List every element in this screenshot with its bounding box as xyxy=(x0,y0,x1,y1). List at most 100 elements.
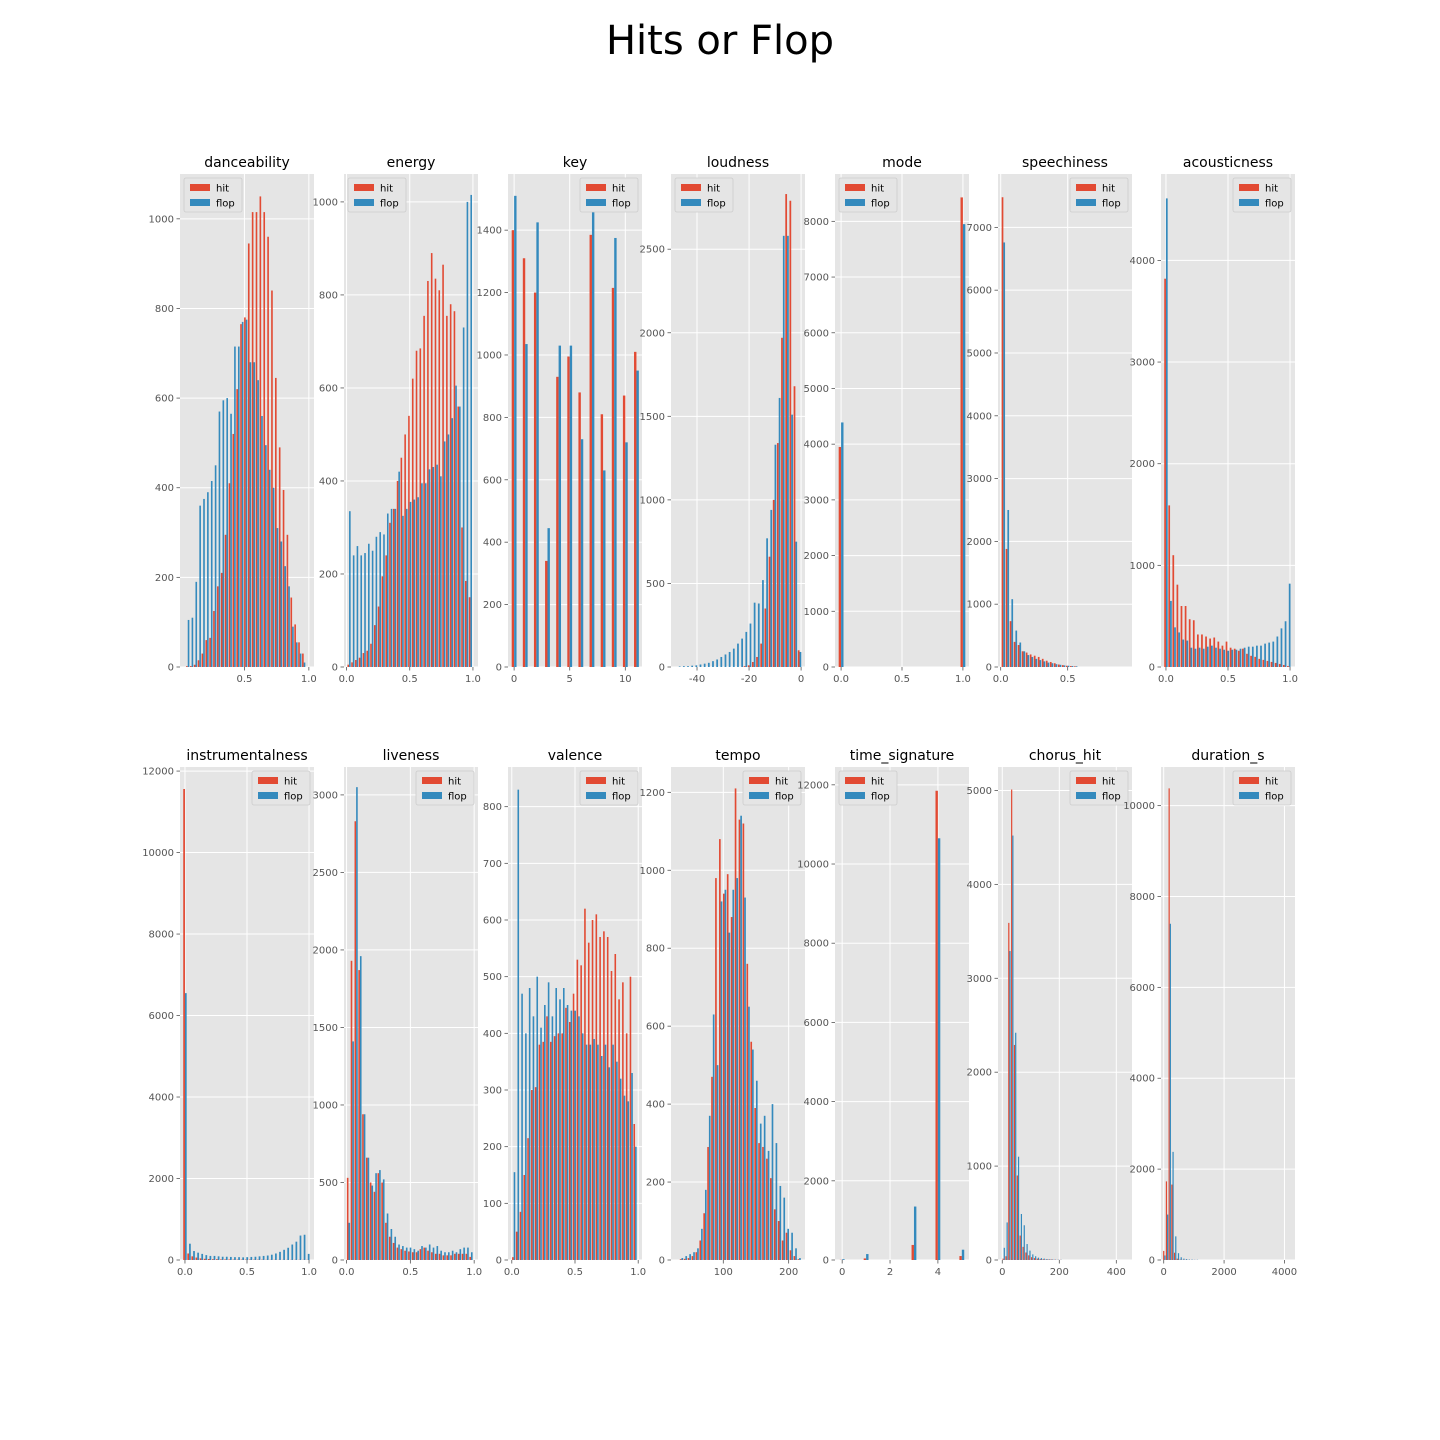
bar-flop xyxy=(736,878,739,1260)
bar-hit xyxy=(446,315,448,667)
bar-hit xyxy=(711,1076,713,1260)
bar-flop xyxy=(230,1256,232,1260)
bar-flop xyxy=(766,538,768,667)
bar-hit xyxy=(719,839,721,1260)
bar-flop xyxy=(1190,647,1193,667)
bar-hit xyxy=(534,1087,537,1260)
bar-flop xyxy=(570,1010,573,1260)
bar-hit xyxy=(730,917,733,1260)
bar-flop xyxy=(234,346,236,667)
bar-flop xyxy=(242,1257,245,1260)
subplot-title: energy xyxy=(387,155,436,171)
bar-hit xyxy=(213,610,215,667)
bar-flop xyxy=(581,1033,584,1260)
bar-flop xyxy=(1037,1257,1040,1260)
bar-flop xyxy=(398,471,400,667)
bar-hit xyxy=(408,415,410,667)
bar-flop xyxy=(779,1185,782,1260)
bar-hit xyxy=(366,650,369,667)
bar-hit xyxy=(197,660,200,667)
bar-flop xyxy=(425,1247,427,1260)
bar-hit xyxy=(1168,505,1171,667)
bar-hit xyxy=(1164,278,1166,667)
bar-hit xyxy=(1053,663,1056,667)
y-tick-label: 200 xyxy=(319,569,338,580)
legend-label-flop: flop xyxy=(612,199,631,210)
y-tick-label: 200 xyxy=(646,1178,665,1189)
y-tick-label: 3000 xyxy=(967,474,992,485)
histogram-danceability: 0 200 400 600 800 1000 0.5 1.0 danceability hit fl… xyxy=(149,155,317,685)
legend-swatch-flop xyxy=(681,199,701,206)
x-tick-label: 0.0 xyxy=(833,674,849,685)
y-tick-label: 0 xyxy=(332,663,338,674)
bar-flop xyxy=(1186,1259,1188,1260)
bar-hit xyxy=(1041,658,1044,667)
bar-flop xyxy=(513,1172,516,1260)
legend-swatch-flop xyxy=(354,199,374,206)
bar-hit xyxy=(781,1240,784,1260)
bar-hit xyxy=(764,608,767,667)
legend: hit flop xyxy=(347,177,407,213)
legend-swatch-hit xyxy=(1239,184,1259,191)
bar-flop xyxy=(799,1258,801,1260)
bar-hit xyxy=(442,264,444,667)
bar-hit xyxy=(1201,634,1203,667)
bar-flop xyxy=(1186,640,1189,667)
subplot-title: acousticness xyxy=(1183,155,1273,171)
y-tick-label: 1200 xyxy=(477,288,502,299)
bar-flop xyxy=(763,1115,766,1260)
bar-hit xyxy=(1016,1175,1018,1260)
bar-flop xyxy=(732,648,735,667)
y-tick-label: 6000 xyxy=(804,1018,829,1029)
y-tick-label: 1500 xyxy=(313,1023,338,1034)
bar-flop xyxy=(1198,647,1201,667)
bar-flop xyxy=(1011,599,1014,667)
bar-flop xyxy=(238,1257,240,1260)
bar-hit xyxy=(438,290,441,667)
bar-flop xyxy=(728,651,731,667)
bar-flop xyxy=(1049,1259,1051,1260)
subplot-title: chorus_hit xyxy=(1029,748,1102,764)
bar-hit xyxy=(751,661,754,667)
bar-hit xyxy=(1258,658,1261,667)
bar-hit xyxy=(614,954,617,1260)
bar-flop xyxy=(291,1244,294,1260)
bar-flop xyxy=(409,501,412,667)
bar-flop xyxy=(787,235,789,667)
bar-hit xyxy=(568,1022,571,1260)
bar-hit xyxy=(1254,656,1257,667)
y-tick-label: 12000 xyxy=(142,767,174,778)
bar-hit xyxy=(373,1191,376,1260)
bar-flop xyxy=(382,1179,385,1260)
bar-hit xyxy=(522,258,526,667)
bar-hit xyxy=(263,212,266,667)
bar-flop xyxy=(589,1044,592,1260)
legend: hit flop xyxy=(674,177,734,213)
bar-flop xyxy=(184,993,187,1260)
bar-flop xyxy=(459,1249,462,1260)
bar-flop xyxy=(470,194,473,667)
bar-flop xyxy=(1268,642,1271,667)
bar-flop xyxy=(352,1041,354,1260)
bar-flop xyxy=(759,1123,762,1260)
bar-flop xyxy=(748,1006,750,1260)
histogram-acousticness: 0 1000 2000 3000 4000 0.0 0.5 1.0 acousticness hi… xyxy=(1130,155,1298,685)
bar-hit xyxy=(1031,1257,1033,1260)
bar-flop xyxy=(421,1246,423,1260)
bar-flop xyxy=(580,439,584,667)
bar-hit xyxy=(797,1259,800,1260)
bar-hit xyxy=(282,489,285,667)
y-tick-label: 1000 xyxy=(967,600,992,611)
bar-hit xyxy=(423,1247,426,1260)
bar-hit xyxy=(1021,651,1024,667)
y-tick-label: 2000 xyxy=(149,1174,174,1185)
bar-hit xyxy=(400,457,403,667)
y-tick-label: 2000 xyxy=(967,1068,992,1079)
plot-area xyxy=(671,174,805,667)
bar-hit xyxy=(388,1236,391,1260)
bar-hit xyxy=(618,999,620,1260)
bar-flop xyxy=(962,224,966,667)
y-tick-label: 0 xyxy=(332,1256,338,1267)
y-tick-label: 500 xyxy=(483,972,502,983)
bar-flop xyxy=(752,1049,754,1260)
